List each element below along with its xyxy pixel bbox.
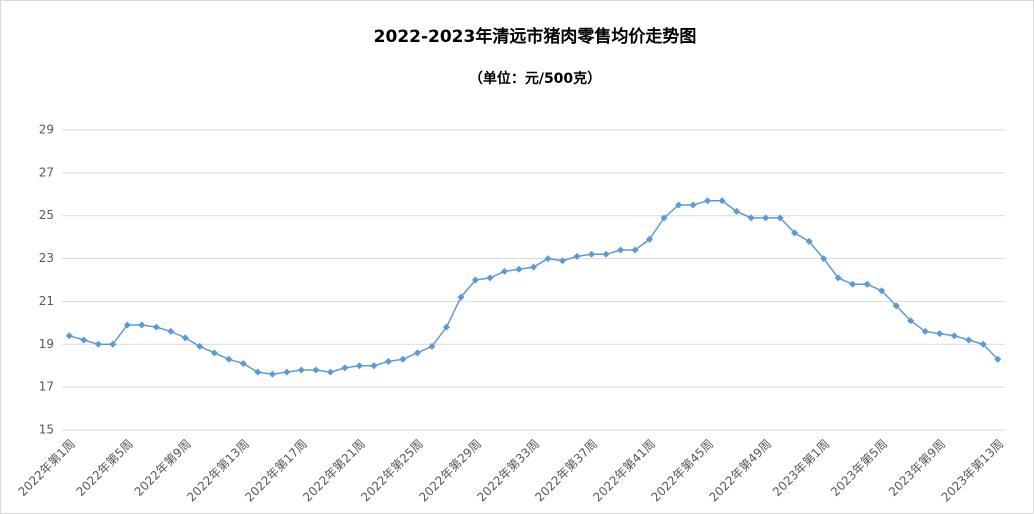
point-marker [80, 336, 88, 344]
point-marker [631, 246, 639, 254]
point-marker [109, 340, 117, 348]
point-marker [791, 229, 799, 237]
point-marker [94, 340, 102, 348]
point-marker [979, 340, 987, 348]
point-marker [138, 321, 146, 329]
point-marker [225, 355, 233, 363]
point-marker [820, 255, 828, 263]
point-marker [704, 197, 712, 205]
point-marker [936, 330, 944, 338]
y-tick-label: 21 [39, 294, 54, 308]
chart-title: 2022-2023年清远市猪肉零售均价走势图 [374, 26, 697, 47]
point-marker [965, 336, 973, 344]
point-marker [950, 332, 958, 340]
point-marker [515, 265, 523, 273]
point-marker [500, 267, 508, 275]
point-marker [849, 280, 857, 288]
point-marker [196, 342, 204, 350]
point-marker [646, 235, 654, 243]
point-marker [297, 366, 305, 374]
y-tick-label: 25 [39, 208, 54, 222]
point-marker [863, 280, 871, 288]
y-tick-label: 15 [39, 423, 54, 437]
point-marker [994, 355, 1002, 363]
point-marker [733, 207, 741, 215]
point-marker [573, 252, 581, 260]
point-marker [428, 342, 436, 350]
y-tick-label: 17 [39, 380, 54, 394]
y-tick-label: 19 [39, 337, 54, 351]
point-marker [718, 197, 726, 205]
point-marker [239, 360, 247, 368]
point-marker [370, 362, 378, 370]
point-marker [907, 317, 915, 325]
point-marker [675, 201, 683, 209]
point-marker [413, 349, 421, 357]
y-tick-label: 27 [39, 165, 54, 179]
point-marker [660, 214, 668, 222]
point-marker [457, 293, 465, 301]
point-marker [762, 214, 770, 222]
y-tick-label: 23 [39, 251, 54, 265]
point-marker [167, 327, 175, 335]
point-marker [805, 237, 813, 245]
point-marker [399, 355, 407, 363]
point-marker [617, 246, 625, 254]
point-marker [326, 368, 334, 376]
point-marker [384, 357, 392, 365]
point-marker [152, 323, 160, 331]
point-marker [442, 323, 450, 331]
point-marker [892, 302, 900, 310]
y-tick-label: 29 [39, 123, 54, 137]
point-marker [254, 368, 262, 376]
point-marker [268, 370, 276, 378]
point-marker [210, 349, 218, 357]
point-marker [123, 321, 131, 329]
point-marker [312, 366, 320, 374]
point-marker [341, 364, 349, 372]
point-marker [776, 214, 784, 222]
chart-subtitle: （单位：元/500克） [469, 70, 601, 87]
point-marker [747, 214, 755, 222]
point-marker [834, 274, 842, 282]
point-marker [486, 274, 494, 282]
point-marker [65, 332, 73, 340]
point-marker [471, 276, 479, 284]
point-marker [588, 250, 596, 258]
point-marker [921, 327, 929, 335]
point-marker [559, 257, 567, 265]
point-marker [689, 201, 697, 209]
point-marker [602, 250, 610, 258]
point-marker [544, 255, 552, 263]
point-marker [530, 263, 537, 271]
point-marker [181, 334, 189, 342]
point-marker [283, 368, 291, 376]
point-marker [355, 362, 363, 370]
point-marker [878, 287, 886, 295]
